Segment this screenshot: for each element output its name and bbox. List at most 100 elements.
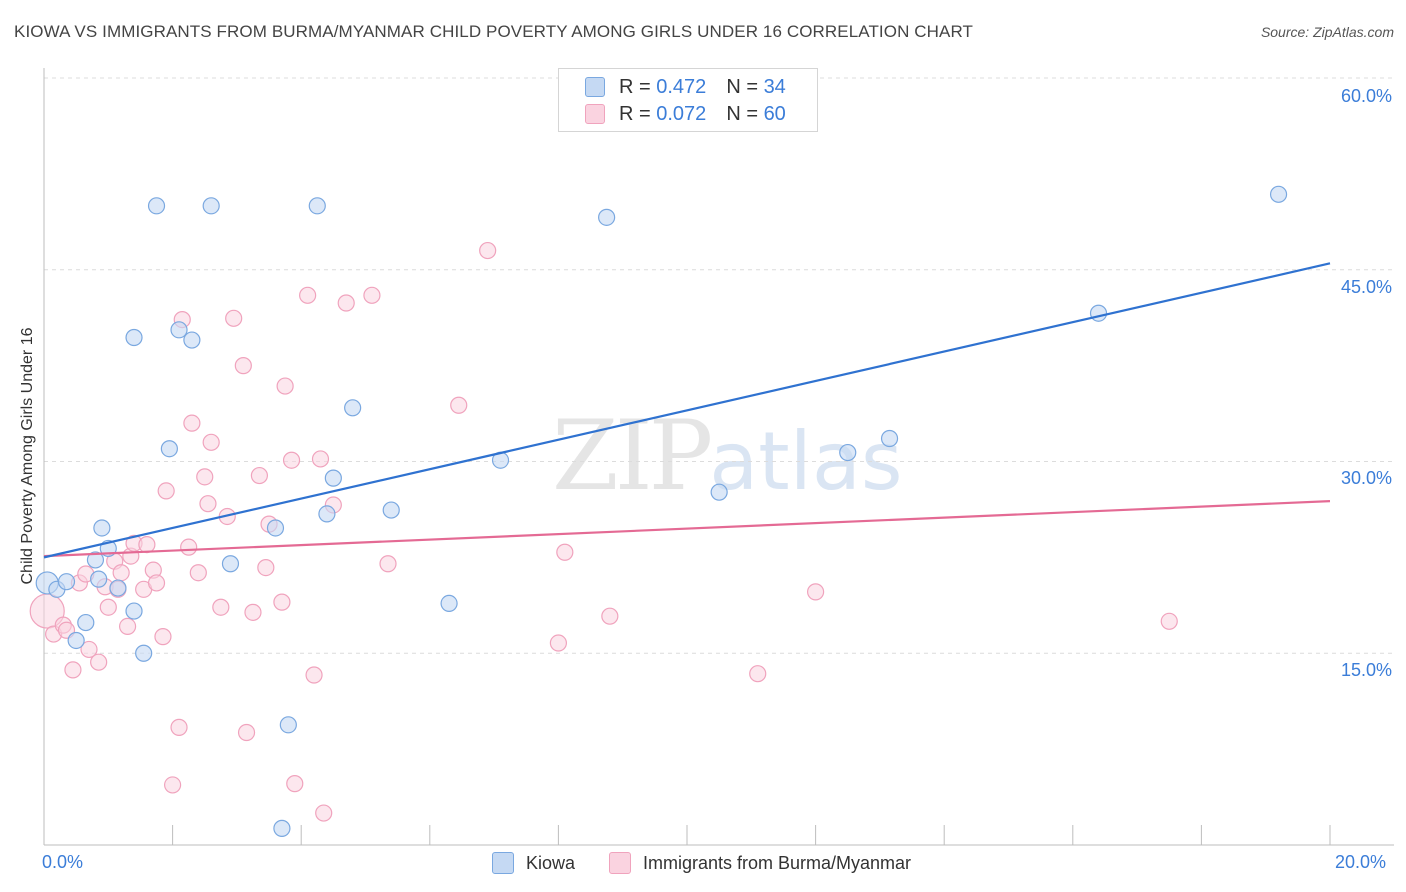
burma-point xyxy=(157,482,175,500)
burma-point xyxy=(806,583,825,601)
burma-point xyxy=(189,564,207,582)
burma-r-value: 0.072 xyxy=(656,102,707,125)
burma-point xyxy=(286,775,304,793)
burma-point xyxy=(273,593,291,611)
kiowa-point xyxy=(183,331,201,349)
burma-point xyxy=(379,555,397,573)
burma-point xyxy=(337,294,355,312)
kiowa-r-value: 0.472 xyxy=(656,75,707,98)
burma-point xyxy=(118,617,137,636)
kiowa-point xyxy=(77,613,95,632)
burma-point xyxy=(183,414,201,432)
watermark-zip: ZIP xyxy=(552,400,713,512)
legend-item-kiowa: Kiowa xyxy=(492,852,575,874)
kiowa-point xyxy=(279,716,297,734)
burma-point xyxy=(64,661,82,679)
burma-point xyxy=(225,309,243,327)
burma-point xyxy=(1160,612,1178,630)
burma-point xyxy=(202,433,220,451)
kiowa-point xyxy=(135,644,153,662)
burma-point xyxy=(237,723,256,742)
kiowa-point xyxy=(710,483,728,501)
burma-point xyxy=(234,357,252,375)
kiowa-point xyxy=(67,631,85,650)
kiowa-swatch xyxy=(585,77,605,97)
correlation-legend: R = 0.472 N = 34 R = 0.072 N = 60 xyxy=(558,68,818,132)
kiowa-point xyxy=(93,519,111,537)
burma-point xyxy=(196,468,214,486)
y-tick-label-60: 60.0% xyxy=(1340,86,1392,106)
burma-point xyxy=(450,396,468,414)
burma-point xyxy=(164,776,182,794)
kiowa-point xyxy=(324,469,342,487)
burma-point xyxy=(250,466,269,485)
kiowa-point xyxy=(273,819,291,837)
legend-item-burma: Immigrants from Burma/Myanmar xyxy=(609,852,911,874)
legend-burma-label: Immigrants from Burma/Myanmar xyxy=(643,852,912,873)
kiowa-point xyxy=(839,443,857,462)
x-tick-label-max: 20.0% xyxy=(1335,852,1387,872)
kiowa-point xyxy=(125,328,143,347)
burma-n-value: 60 xyxy=(763,102,786,125)
burma-point xyxy=(154,628,172,646)
burma-point xyxy=(212,598,230,616)
burma-swatch xyxy=(585,104,605,124)
burma-point xyxy=(556,543,574,561)
source-label: Source: ZipAtlas.com xyxy=(1260,24,1394,40)
burma-point xyxy=(749,665,767,683)
kiowa-point xyxy=(344,399,362,417)
kiowa-point xyxy=(440,594,458,612)
burma-trend-line xyxy=(43,500,1331,558)
y-tick-label-30: 30.0% xyxy=(1340,468,1392,488)
kiowa-point xyxy=(125,602,143,620)
burma-point xyxy=(199,495,217,513)
chart-title: KIOWA VS IMMIGRANTS FROM BURMA/MYANMAR C… xyxy=(14,22,974,41)
burma-point xyxy=(170,718,188,736)
burma-r-label: R = xyxy=(619,102,651,125)
burma-point xyxy=(80,640,98,659)
burma-point xyxy=(90,653,108,671)
x-tick-label-min: 0.0% xyxy=(42,852,84,872)
burma-point xyxy=(299,286,317,304)
kiowa-point xyxy=(1089,304,1108,322)
y-tick-label-45: 45.0% xyxy=(1340,277,1392,297)
kiowa-point xyxy=(57,573,76,591)
kiowa-point xyxy=(90,570,108,588)
burma-point xyxy=(311,450,330,468)
kiowa-point xyxy=(86,551,105,569)
kiowa-point xyxy=(266,519,285,537)
burma-point xyxy=(282,451,301,469)
kiowa-point xyxy=(160,440,178,458)
kiowa-n-value: 34 xyxy=(763,75,786,98)
burma-point xyxy=(305,666,323,684)
burma-point xyxy=(112,564,130,582)
kiowa-point xyxy=(109,579,127,597)
burma-point xyxy=(244,603,262,621)
burma-point xyxy=(180,538,198,556)
burma-point xyxy=(276,377,294,395)
kiowa-trend-line xyxy=(43,262,1331,559)
burma-point xyxy=(147,574,166,592)
burma-point xyxy=(363,286,381,304)
kiowa-point xyxy=(170,321,188,339)
kiowa-point xyxy=(221,555,240,573)
burma-point xyxy=(549,634,568,652)
legend-kiowa-label: Kiowa xyxy=(526,852,576,873)
burma-point xyxy=(99,598,117,616)
kiowa-point xyxy=(308,197,326,215)
kiowa-point xyxy=(147,197,166,215)
kiowa-n-label: N = xyxy=(726,75,758,98)
y-tick-label-15: 15.0% xyxy=(1340,660,1392,680)
kiowa-point xyxy=(598,208,616,226)
kiowa-point xyxy=(382,501,400,519)
legend-kiowa-swatch xyxy=(492,852,514,874)
kiowa-point xyxy=(880,429,899,448)
legend-burma-swatch xyxy=(609,852,631,874)
kiowa-point xyxy=(202,197,220,215)
burma-point xyxy=(601,607,619,625)
kiowa-r-label: R = xyxy=(619,75,651,98)
burma-point xyxy=(479,241,497,260)
burma-n-label: N = xyxy=(726,102,758,125)
burma-point xyxy=(257,559,275,577)
